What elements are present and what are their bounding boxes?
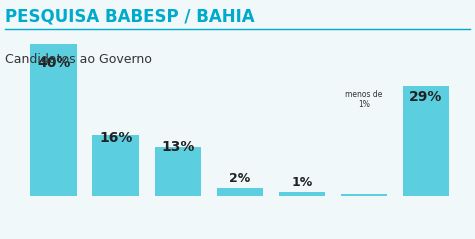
Text: 16%: 16%	[99, 131, 133, 145]
Bar	[403, 86, 449, 196]
Bar	[279, 192, 325, 196]
Text: PESQUISA BABESP / BAHIA: PESQUISA BABESP / BAHIA	[5, 7, 255, 25]
Bar	[30, 44, 77, 196]
Text: 2%: 2%	[229, 172, 250, 185]
Text: 1%: 1%	[291, 176, 313, 189]
Bar	[93, 135, 139, 196]
Bar	[154, 147, 201, 196]
Bar	[341, 194, 387, 196]
Bar	[217, 188, 263, 196]
Text: 40%: 40%	[37, 56, 70, 70]
Text: Candidatos ao Governo: Candidatos ao Governo	[5, 53, 152, 65]
Text: menos de
1%: menos de 1%	[345, 90, 383, 109]
Text: 29%: 29%	[409, 90, 443, 104]
Text: 13%: 13%	[161, 140, 194, 154]
